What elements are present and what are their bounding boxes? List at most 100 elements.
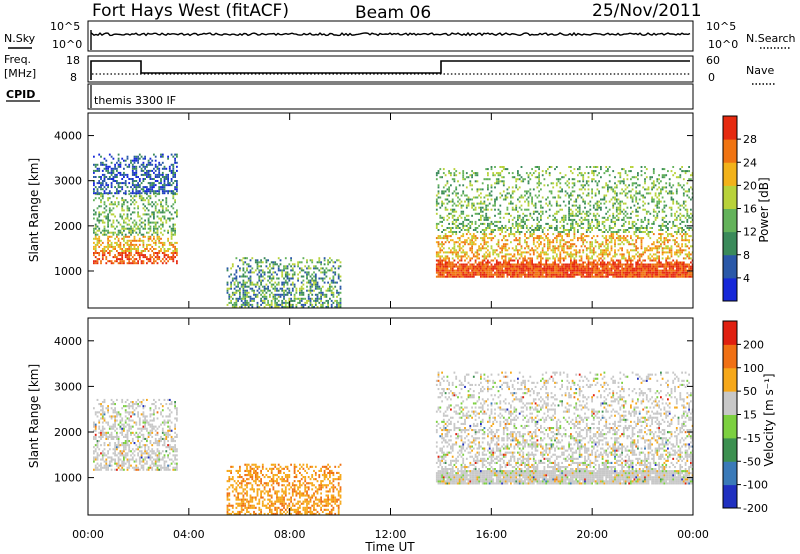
heatmap-cell	[130, 178, 132, 180]
heatmap-cell	[277, 267, 280, 270]
heatmap-cell	[536, 227, 539, 229]
heatmap-cell	[114, 245, 116, 248]
heatmap-cell	[151, 221, 154, 224]
heatmap-cell	[525, 208, 528, 211]
heatmap-cell	[260, 269, 262, 272]
heatmap-cell	[133, 260, 136, 263]
heatmap-cell	[467, 202, 470, 205]
heatmap-cell	[508, 271, 510, 274]
heatmap-cell	[488, 271, 491, 274]
heatmap-cell	[573, 267, 576, 270]
heatmap-cell	[587, 235, 590, 238]
heatmap-cell	[645, 188, 648, 191]
heatmap-cell	[587, 265, 590, 268]
heatmap-cell	[472, 269, 475, 272]
heatmap-cell	[457, 241, 459, 244]
heatmap-cell	[518, 174, 521, 177]
heatmap-cell	[151, 239, 154, 242]
heatmap-cell	[158, 169, 161, 172]
heatmap-cell	[605, 269, 608, 272]
heatmap-cell	[138, 186, 141, 189]
heatmap-cell	[527, 245, 530, 248]
heatmap-cell	[442, 271, 445, 274]
heatmap-cell	[580, 245, 583, 248]
heatmap-cell	[520, 261, 523, 264]
heatmap-cell	[117, 201, 120, 204]
heatmap-cell	[453, 271, 456, 274]
heatmap-cell	[460, 222, 463, 225]
heatmap-cell	[226, 287, 229, 290]
heatmap-cell	[116, 180, 118, 182]
heatmap-cell	[339, 301, 342, 304]
heatmap-cell	[660, 190, 662, 193]
heatmap-cell	[520, 180, 523, 183]
heatmap-cell	[108, 254, 111, 257]
heatmap-cell	[513, 176, 516, 179]
heatmap-cell	[131, 256, 134, 259]
heatmap-cell	[626, 212, 629, 215]
heatmap-cell	[571, 255, 574, 258]
heatmap-cell	[660, 200, 662, 203]
heatmap-cell	[462, 263, 465, 266]
heatmap-cell	[591, 273, 593, 276]
heatmap-cell	[144, 223, 146, 226]
heatmap-cell	[261, 295, 264, 298]
heatmap-cell	[488, 202, 491, 205]
heatmap-cell	[582, 269, 585, 272]
heatmap-cell	[453, 168, 456, 171]
heatmap-cell	[451, 222, 454, 225]
heatmap-cell	[658, 194, 660, 197]
heatmap-cell	[578, 166, 581, 168]
heatmap-cell	[644, 196, 646, 199]
heatmap-cell	[501, 263, 503, 266]
heatmap-cell	[235, 257, 238, 260]
heatmap-cell	[256, 295, 259, 298]
heatmap-cell	[547, 271, 549, 274]
heatmap-cell	[133, 192, 136, 195]
heatmap-cell	[321, 291, 324, 294]
nsky-trace	[91, 31, 691, 37]
heatmap-cell	[638, 227, 641, 229]
heatmap-cell	[615, 218, 618, 221]
heatmap-cell	[538, 235, 540, 238]
heatmap-cell	[117, 203, 120, 206]
heatmap-cell	[645, 273, 648, 276]
heatmap-cell	[103, 245, 106, 248]
heatmap-cell	[94, 223, 97, 226]
heatmap-cell	[153, 258, 155, 261]
heatmap-cell	[608, 267, 611, 270]
heatmap-cell	[495, 182, 498, 185]
heatmap-cell	[146, 262, 148, 265]
heatmap-cell	[548, 208, 551, 211]
heatmap-cell	[93, 163, 95, 166]
heatmap-cell	[562, 271, 565, 274]
heatmap-cell	[439, 265, 442, 268]
heatmap-cell	[555, 178, 558, 181]
heatmap-cell	[656, 275, 659, 278]
heatmap-cell	[138, 231, 141, 234]
heatmap-cell	[172, 245, 175, 248]
heatmap-cell	[293, 263, 296, 266]
heatmap-cell	[592, 259, 595, 262]
heatmap-cell	[133, 207, 136, 210]
heatmap-cell	[321, 267, 324, 270]
heatmap-cell	[532, 249, 535, 252]
heatmap-cell	[499, 172, 502, 175]
heatmap-cell	[154, 252, 157, 254]
heatmap-cell	[570, 170, 572, 173]
heatmap-cell	[242, 295, 245, 298]
heatmap-cell	[621, 253, 623, 256]
heatmap-cell	[142, 254, 145, 257]
heatmap-cell	[506, 229, 509, 231]
heatmap-cell	[550, 190, 553, 193]
heatmap-cell	[628, 255, 630, 258]
heatmap-cell	[321, 271, 324, 274]
heatmap-cell	[140, 252, 143, 254]
heatmap-cell	[142, 250, 145, 252]
heatmap-cell	[246, 289, 248, 292]
heatmap-cell	[321, 293, 324, 296]
heatmap-cell	[518, 273, 521, 276]
heatmap-cell	[529, 212, 532, 215]
heatmap-cell	[339, 306, 342, 308]
heatmap-cell	[538, 261, 540, 264]
